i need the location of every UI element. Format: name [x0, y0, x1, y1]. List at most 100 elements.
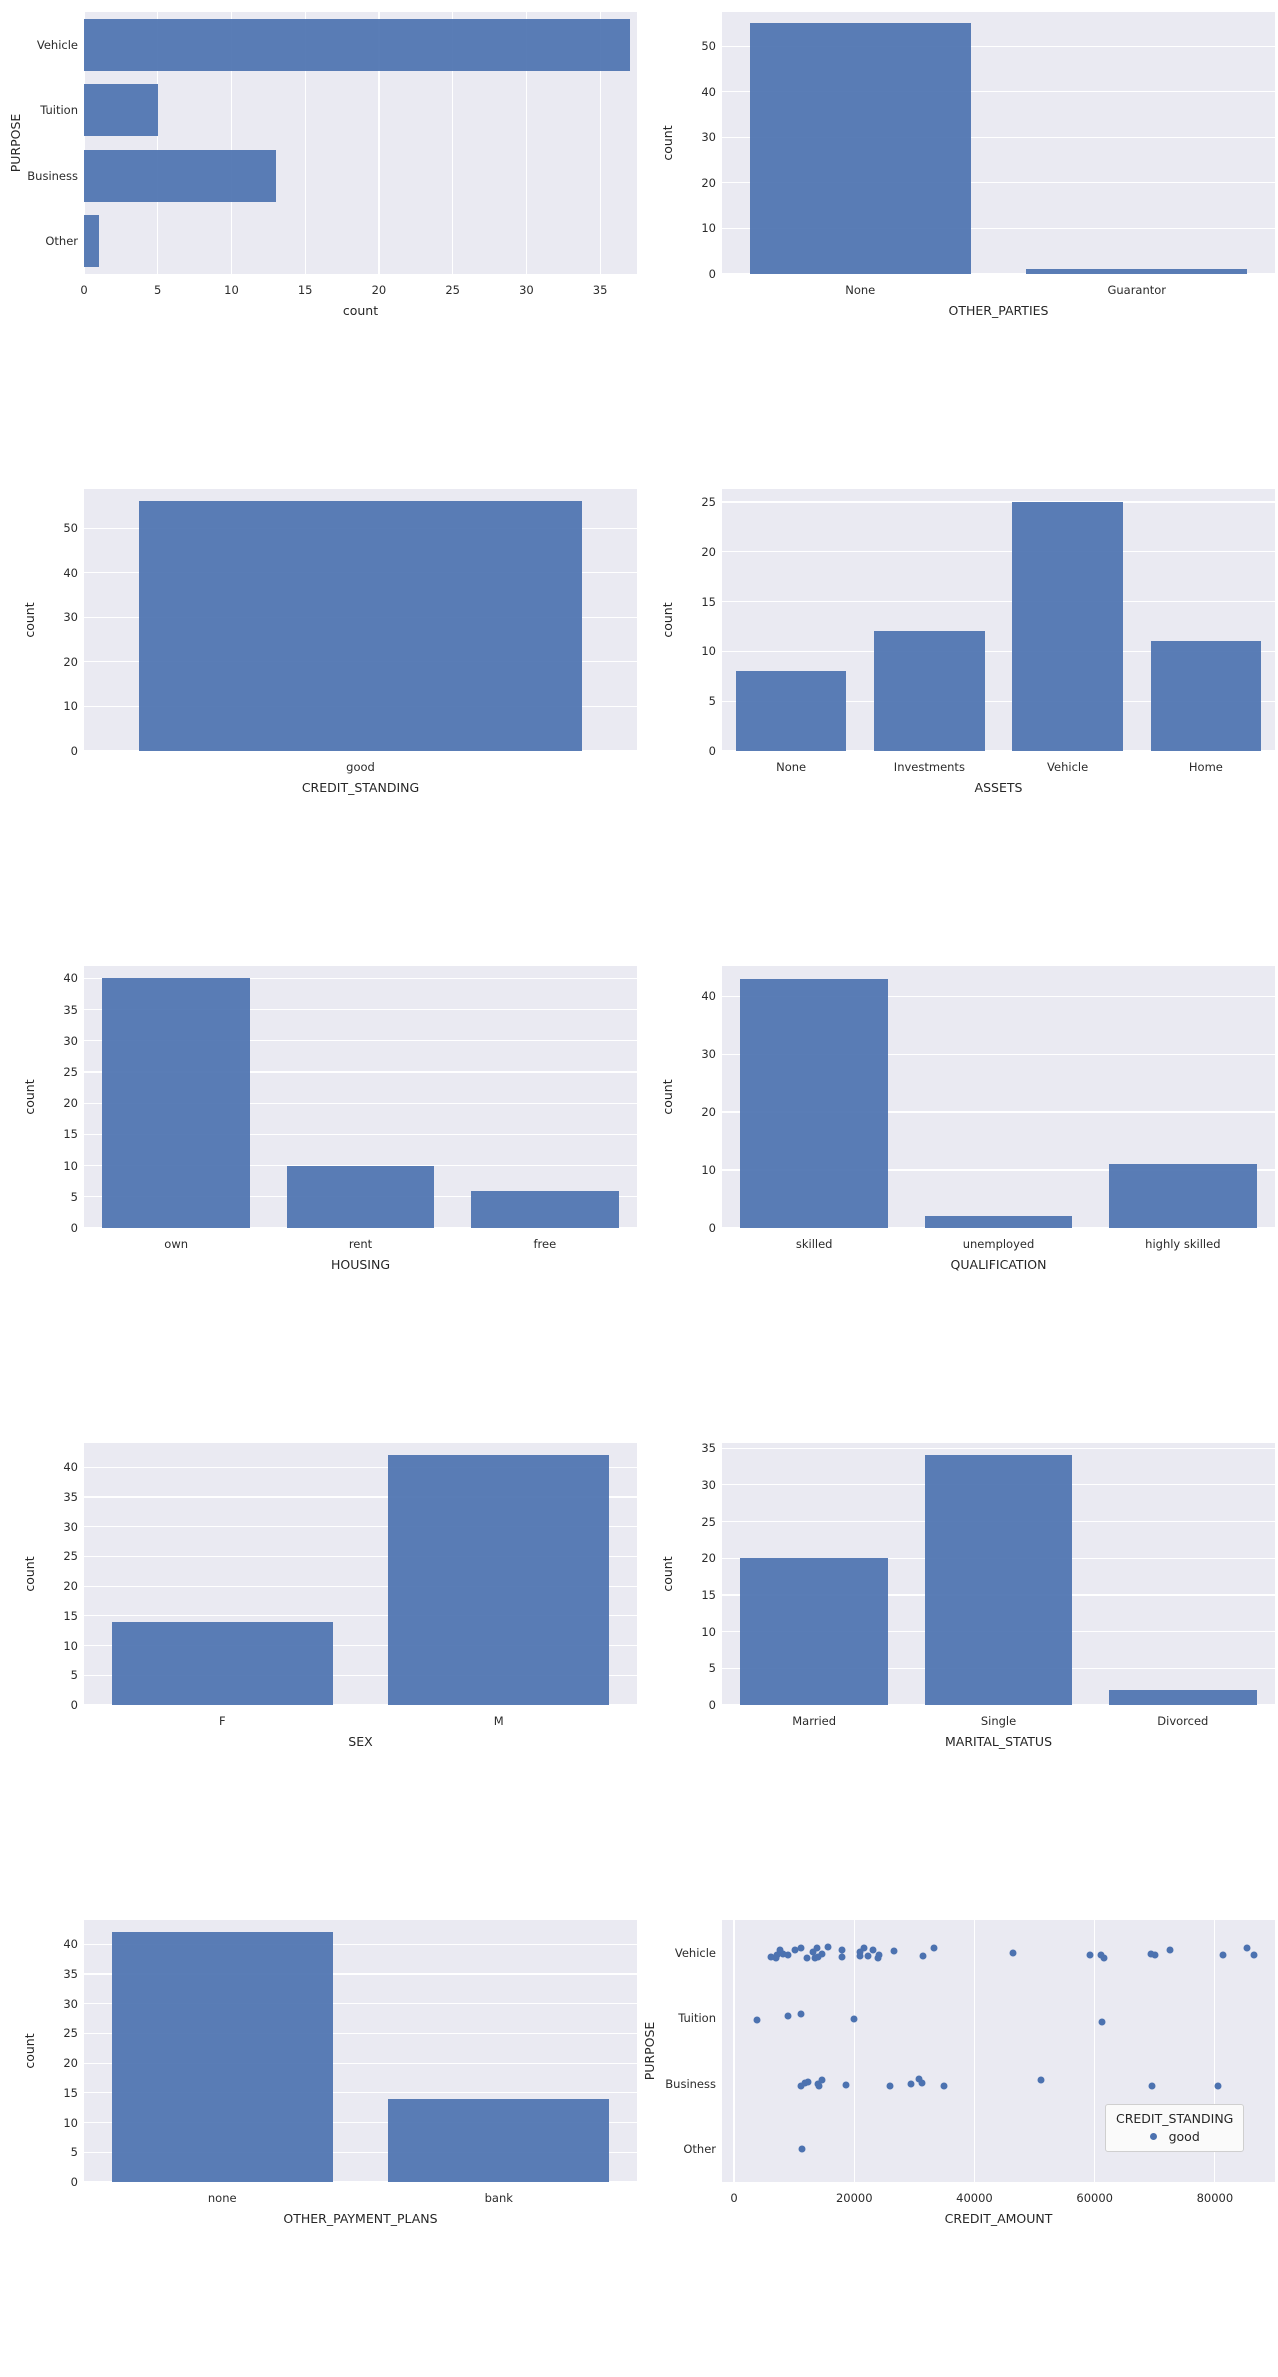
x-tick-label: 5: [154, 283, 162, 297]
gridline-horizontal: [722, 750, 1275, 752]
y-tick-label: 35: [63, 1002, 78, 1017]
y-tick-label: 10: [63, 2115, 78, 2130]
scatter-point: [1009, 1949, 1017, 1957]
x-axis-label: MARITAL_STATUS: [944, 1734, 1053, 1749]
y-tick-label: 25: [63, 2026, 78, 2041]
y-tick-label: 20: [701, 544, 716, 559]
y-axis-label: PURPOSE: [642, 2021, 657, 2081]
legend-entry[interactable]: good: [1116, 2129, 1233, 2144]
legend-title: CREDIT_STANDING: [1116, 2111, 1234, 2126]
scatter-point: [1250, 1951, 1258, 1959]
y-tick-label: 20: [701, 1105, 716, 1120]
scatter-point: [779, 1950, 787, 1958]
y-tick-label: Tuition: [40, 103, 78, 118]
scatter-point: [815, 2082, 823, 2090]
y-tick-label: 10: [63, 1638, 78, 1653]
legend-marker-icon: [1149, 2133, 1157, 2140]
scatter-point: [838, 1953, 846, 1961]
gridline-horizontal: [722, 650, 1275, 652]
scatter-point: [797, 2010, 805, 2018]
x-tick-label: 20000: [835, 2191, 873, 2205]
y-tick-label: 25: [701, 1514, 716, 1529]
bar-m: [388, 1455, 610, 1705]
gridline-horizontal: [84, 1040, 637, 1042]
gridline-vertical: [1214, 1920, 1216, 2182]
y-tick-label: 0: [70, 744, 78, 758]
y-tick-label: Business: [665, 2076, 716, 2091]
x-axis-label: ASSETS: [974, 780, 1023, 795]
gridline-horizontal: [722, 1053, 1275, 1055]
x-tick-label: None: [845, 283, 876, 297]
gridline-horizontal: [722, 1447, 1275, 1449]
gridline-vertical: [599, 12, 601, 274]
y-tick-label: 20: [701, 1551, 716, 1566]
gridline-horizontal: [84, 1496, 637, 1498]
bar-good: [139, 501, 582, 751]
y-tick-label: 25: [63, 1065, 78, 1080]
scatter-point: [798, 2145, 806, 2153]
scatter-point: [919, 1952, 927, 1960]
scatter-point: [864, 1952, 872, 1960]
x-tick-label: Married: [792, 1714, 837, 1728]
x-tick-label: 15: [297, 283, 313, 297]
bar-home: [1150, 641, 1262, 751]
x-axis-label: HOUSING: [330, 1257, 391, 1272]
gridline-horizontal: [84, 2032, 637, 2035]
scatter-point: [1147, 1950, 1155, 1958]
x-axis-label: CREDIT_AMOUNT: [944, 2211, 1053, 2226]
bar-none: [111, 1932, 333, 2182]
gridline-horizontal: [722, 551, 1275, 553]
x-tick-label: Guarantor: [1107, 283, 1167, 297]
bar-rent: [286, 1165, 435, 1228]
y-tick-label: 20: [63, 1096, 78, 1111]
gridline-horizontal: [722, 1704, 1275, 1706]
x-tick-label: 60000: [1076, 2191, 1113, 2205]
y-tick-label: 50: [63, 521, 78, 536]
x-tick-label: 0: [80, 283, 88, 297]
gridline-horizontal: [84, 1555, 637, 1558]
gridline-vertical: [853, 1920, 855, 2182]
scatter-point: [809, 1948, 817, 1956]
plot-area-qualification-count: [722, 966, 1275, 1229]
gridline-horizontal: [722, 91, 1275, 93]
gridline-horizontal: [84, 1704, 637, 1706]
scatter-point: [1166, 1946, 1174, 1954]
y-tick-label: 5: [70, 2145, 78, 2160]
scatter-point: [1100, 1954, 1108, 1962]
y-tick-label: 20: [63, 654, 78, 669]
x-axis-label: OTHER_PAYMENT_PLANS: [283, 2211, 438, 2226]
scatter-point: [753, 2016, 761, 2024]
gridline-horizontal: [722, 995, 1275, 997]
x-tick-label: highly skilled: [1145, 1237, 1221, 1251]
scatter-point: [856, 1952, 864, 1960]
plot-area-assets-count: [722, 489, 1275, 752]
y-tick-label: Other: [45, 234, 78, 249]
scatter-point: [797, 1944, 805, 1952]
bar-guarantor: [1026, 269, 1248, 274]
x-tick-label: F: [218, 1714, 226, 1728]
gridline-horizontal: [84, 1227, 637, 1229]
scatter-point: [818, 1950, 826, 1958]
plot-area-housing-count: [84, 966, 637, 1229]
bar-single: [924, 1455, 1073, 1705]
gridline-horizontal: [722, 1169, 1275, 1171]
gridline-horizontal: [722, 227, 1275, 230]
y-tick-label: 20: [63, 1579, 78, 1594]
bar-other: [84, 215, 99, 268]
y-tick-label: Vehicle: [674, 1945, 716, 1960]
y-tick-label: 50: [701, 39, 716, 54]
gridline-vertical: [452, 12, 454, 274]
gridline-horizontal: [722, 273, 1275, 275]
gridline-horizontal: [84, 977, 637, 980]
x-tick-label: skilled: [795, 1237, 833, 1251]
x-tick-label: own: [164, 1237, 189, 1251]
gridline-horizontal: [722, 45, 1275, 47]
gridline-horizontal: [84, 1102, 637, 1104]
y-tick-label: 30: [63, 1996, 78, 2011]
bar-unemployed: [924, 1216, 1073, 1228]
